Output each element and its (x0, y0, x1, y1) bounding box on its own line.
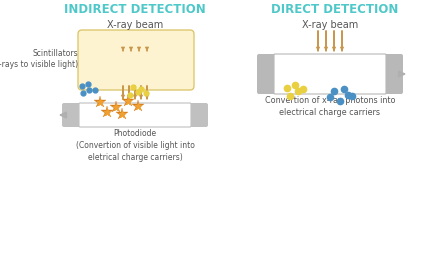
FancyBboxPatch shape (62, 103, 85, 127)
FancyBboxPatch shape (257, 54, 280, 94)
Text: X-ray beam: X-ray beam (302, 20, 358, 30)
Text: Convertion of x-ray photons into
electrical charge carriers: Convertion of x-ray photons into electri… (265, 96, 395, 117)
Text: X-ray beam: X-ray beam (107, 20, 163, 30)
Text: Scintillators
(X-rays to visible light): Scintillators (X-rays to visible light) (0, 49, 78, 69)
FancyBboxPatch shape (274, 54, 386, 94)
FancyBboxPatch shape (79, 103, 191, 127)
Text: INDIRECT DETECTION: INDIRECT DETECTION (64, 3, 206, 16)
Text: DIRECT DETECTION: DIRECT DETECTION (271, 3, 399, 16)
FancyBboxPatch shape (78, 30, 194, 90)
FancyBboxPatch shape (185, 103, 208, 127)
FancyBboxPatch shape (380, 54, 403, 94)
Text: Photodiode
(Convertion of visible light into
eletrical charge carriers): Photodiode (Convertion of visible light … (76, 129, 194, 162)
